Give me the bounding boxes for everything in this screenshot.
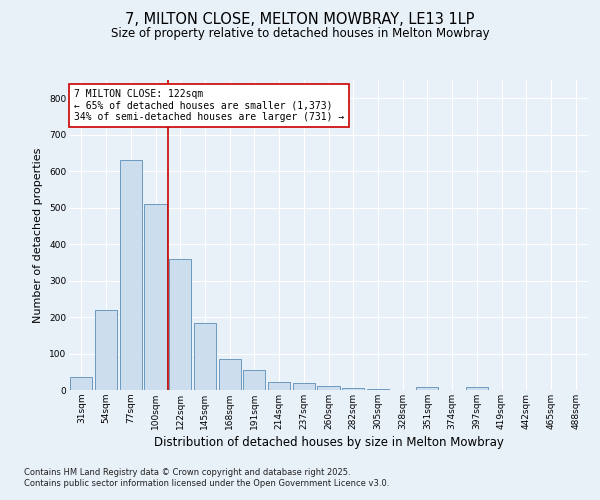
Bar: [293, 384, 315, 390]
Bar: [466, 388, 488, 390]
Bar: [416, 387, 439, 390]
Bar: [218, 359, 241, 390]
Text: Contains HM Land Registry data © Crown copyright and database right 2025.
Contai: Contains HM Land Registry data © Crown c…: [24, 468, 389, 487]
Text: 7 MILTON CLOSE: 122sqm
← 65% of detached houses are smaller (1,373)
34% of semi-: 7 MILTON CLOSE: 122sqm ← 65% of detached…: [74, 90, 344, 122]
Bar: [317, 386, 340, 390]
Bar: [169, 258, 191, 390]
Bar: [95, 310, 117, 390]
Bar: [70, 377, 92, 390]
Bar: [243, 370, 265, 390]
Text: 7, MILTON CLOSE, MELTON MOWBRAY, LE13 1LP: 7, MILTON CLOSE, MELTON MOWBRAY, LE13 1L…: [125, 12, 475, 28]
Bar: [342, 388, 364, 390]
X-axis label: Distribution of detached houses by size in Melton Mowbray: Distribution of detached houses by size …: [154, 436, 503, 449]
Bar: [145, 204, 167, 390]
Bar: [119, 160, 142, 390]
Y-axis label: Number of detached properties: Number of detached properties: [34, 148, 43, 322]
Bar: [194, 322, 216, 390]
Bar: [268, 382, 290, 390]
Text: Size of property relative to detached houses in Melton Mowbray: Size of property relative to detached ho…: [110, 28, 490, 40]
